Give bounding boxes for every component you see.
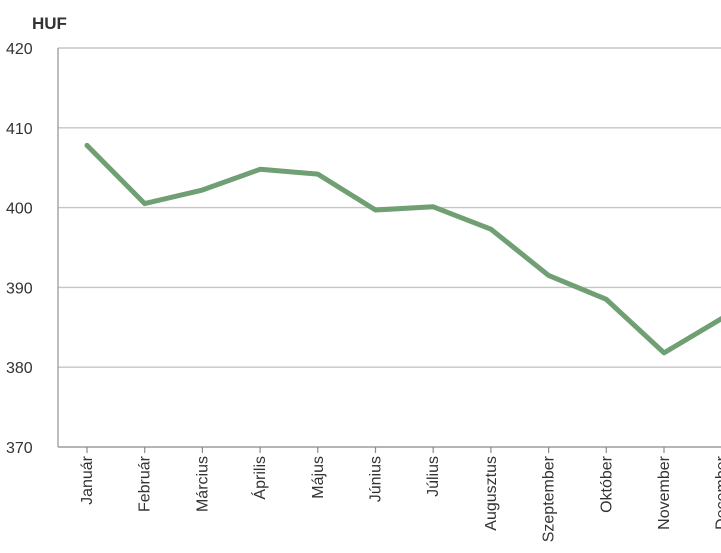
x-tick-label-7: Augusztus: [483, 456, 500, 531]
x-tick-label-2: Március: [194, 456, 211, 512]
data-point-2: [199, 187, 205, 193]
data-point-7: [488, 226, 494, 232]
x-tick-label-6: Július: [425, 456, 442, 497]
data-point-5: [372, 207, 378, 213]
axis-ticks: [86, 447, 665, 453]
y-tick-label-380: 380: [6, 360, 33, 377]
axes: [57, 48, 721, 448]
x-tick-label-1: Február: [137, 455, 154, 512]
x-tick-label-4: Május: [310, 456, 327, 499]
data-point-1: [142, 200, 148, 206]
data-point-8: [545, 272, 551, 278]
data-point-10: [661, 350, 667, 356]
series-layer: [84, 142, 721, 356]
y-unit-label: HUF: [32, 14, 67, 33]
gridlines: [58, 47, 721, 448]
axis-labels: HUF 370 380 390 400 410 420 Január Február Márciu…: [6, 14, 721, 542]
data-point-6: [430, 204, 436, 210]
y-tick-label-370: 370: [6, 440, 33, 457]
x-tick-label-5: Június: [368, 456, 385, 502]
x-tick-label-10: November: [656, 455, 673, 529]
x-tick-label-8: Szeptember: [541, 455, 558, 542]
x-tick-label-3: Április: [250, 456, 269, 500]
data-point-4: [315, 171, 321, 177]
data-point-0: [84, 142, 90, 148]
y-tick-label-400: 400: [6, 201, 33, 218]
x-tick-label-11: December: [714, 455, 721, 529]
x-tick-label-9: Október: [598, 455, 615, 513]
x-tick-label-0: Január: [79, 455, 96, 505]
y-tick-label-390: 390: [6, 280, 33, 297]
data-point-9: [603, 296, 609, 302]
y-tick-label-420: 420: [6, 41, 33, 58]
data-point-3: [257, 166, 263, 172]
series-line: [84, 142, 721, 356]
y-tick-label-410: 410: [6, 121, 33, 138]
